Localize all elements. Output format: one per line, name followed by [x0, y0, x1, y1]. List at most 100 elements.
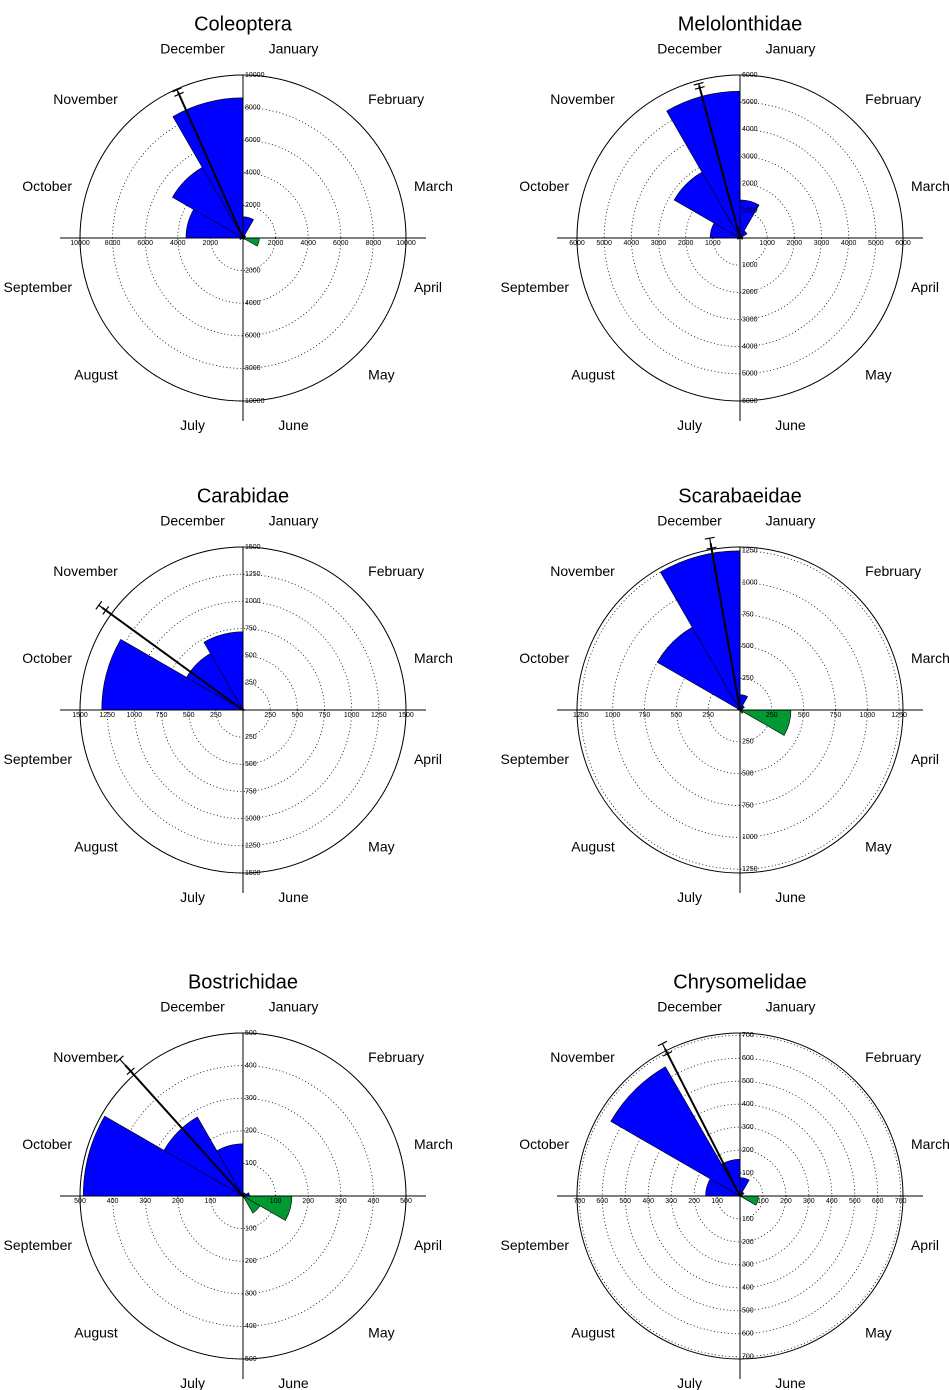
tick-label: 400: [642, 1198, 654, 1205]
tick-label: 300: [245, 1291, 257, 1298]
tick-label: 3000: [742, 316, 758, 323]
tick-label: 500: [245, 653, 257, 660]
month-label: April: [414, 751, 442, 767]
month-label: June: [775, 889, 806, 905]
month-label: December: [160, 998, 225, 1014]
wedge: [739, 705, 745, 711]
month-label: September: [501, 751, 570, 767]
tick-label: 1250: [573, 712, 589, 719]
tick-label: 200: [742, 1239, 754, 1246]
tick-label: 400: [826, 1198, 838, 1205]
mean-vector: [664, 1048, 741, 1197]
chart-title: Scarabaeidae: [678, 485, 801, 507]
month-label: May: [368, 1325, 394, 1341]
month-label: June: [775, 1375, 806, 1390]
tick-label: 100: [742, 1216, 754, 1223]
wedge: [738, 1195, 759, 1206]
error-bar-line: [119, 1058, 132, 1072]
tick-label: 2000: [268, 240, 284, 247]
error-bar: [704, 536, 717, 550]
error-bar: [657, 1040, 673, 1057]
rose-chart: Melolonthidae 1000 1000 1000 1000 2000 2000 200…: [501, 13, 949, 433]
tick-label: 1500: [398, 712, 414, 719]
tick-label: 1000: [742, 834, 758, 841]
month-label: August: [571, 367, 615, 383]
tick-label: 500: [742, 643, 754, 650]
rose-chart: Chrysomelidae 100 100 100 100 200 200 200 200 300…: [501, 971, 949, 1390]
tick-label: 2000: [245, 267, 261, 274]
tick-label: 1000: [860, 712, 876, 719]
tick-label: 6000: [245, 333, 261, 340]
tick-label: 750: [245, 625, 257, 632]
tick-label: 250: [742, 739, 754, 746]
month-label: July: [180, 889, 205, 905]
month-label: January: [766, 998, 816, 1014]
error-bar-line: [661, 1043, 669, 1055]
tick-label: 250: [702, 712, 714, 719]
tick-label: 1250: [891, 712, 907, 719]
month-label: September: [501, 1237, 570, 1253]
tick-label: 1000: [742, 208, 758, 215]
tick-label: 3000: [742, 153, 758, 160]
tick-label: 100: [757, 1198, 769, 1205]
tick-label: 10000: [245, 398, 265, 405]
tick-label: 2000: [742, 289, 758, 296]
tick-label: 1000: [245, 816, 261, 823]
tick-label: 1250: [99, 712, 115, 719]
chart-title: Coleoptera: [194, 13, 293, 35]
tick-label: 500: [742, 1308, 754, 1315]
tick-label: 750: [319, 712, 331, 719]
month-label: November: [550, 1049, 615, 1065]
tick-label: 1500: [245, 870, 261, 877]
month-label: May: [865, 1325, 891, 1341]
month-label: March: [911, 178, 949, 194]
tick-label: 700: [742, 1032, 754, 1039]
tick-label: 750: [742, 802, 754, 809]
month-label: October: [519, 178, 569, 194]
month-label: June: [278, 1375, 309, 1390]
tick-label: 500: [245, 1030, 257, 1037]
wedge: [739, 199, 760, 240]
tick-label: 500: [742, 771, 754, 778]
tick-label: 500: [245, 761, 257, 768]
tick-label: 4000: [742, 126, 758, 133]
error-bar-line: [698, 83, 701, 89]
error-cap: [694, 86, 705, 90]
tick-label: 700: [742, 1354, 754, 1361]
month-label: November: [53, 91, 118, 107]
tick-label: 4000: [624, 240, 640, 247]
tick-label: 500: [291, 712, 303, 719]
tick-label: 10000: [396, 240, 416, 247]
tick-label: 250: [245, 680, 257, 687]
error-bar-line: [709, 538, 713, 549]
error-bar: [115, 1055, 135, 1076]
tick-label: 8000: [105, 240, 121, 247]
error-cap: [174, 91, 184, 97]
month-label: October: [22, 650, 72, 666]
tick-label: 1250: [371, 712, 387, 719]
tick-label: 200: [245, 1258, 257, 1265]
tick-label: 6000: [569, 240, 585, 247]
month-label: July: [180, 1375, 205, 1390]
error-bar: [95, 600, 110, 615]
tick-label: 2000: [742, 181, 758, 188]
tick-label: 8000: [245, 365, 261, 372]
tick-label: 3000: [814, 240, 830, 247]
tick-label: 400: [107, 1198, 119, 1205]
tick-label: 300: [139, 1198, 151, 1205]
tick-label: 1500: [245, 544, 261, 551]
month-label: April: [414, 279, 442, 295]
month-label: May: [368, 367, 394, 383]
tick-label: 300: [335, 1198, 347, 1205]
tick-label: 250: [210, 712, 222, 719]
tick-label: 1250: [245, 843, 261, 850]
tick-label: 1000: [344, 712, 360, 719]
tick-label: 400: [245, 1323, 257, 1330]
tick-label: 500: [670, 712, 682, 719]
tick-label: 500: [245, 1356, 257, 1363]
mean-vector: [177, 91, 244, 239]
tick-label: 100: [742, 1170, 754, 1177]
error-cap: [172, 87, 182, 93]
tick-label: 1000: [705, 240, 721, 247]
